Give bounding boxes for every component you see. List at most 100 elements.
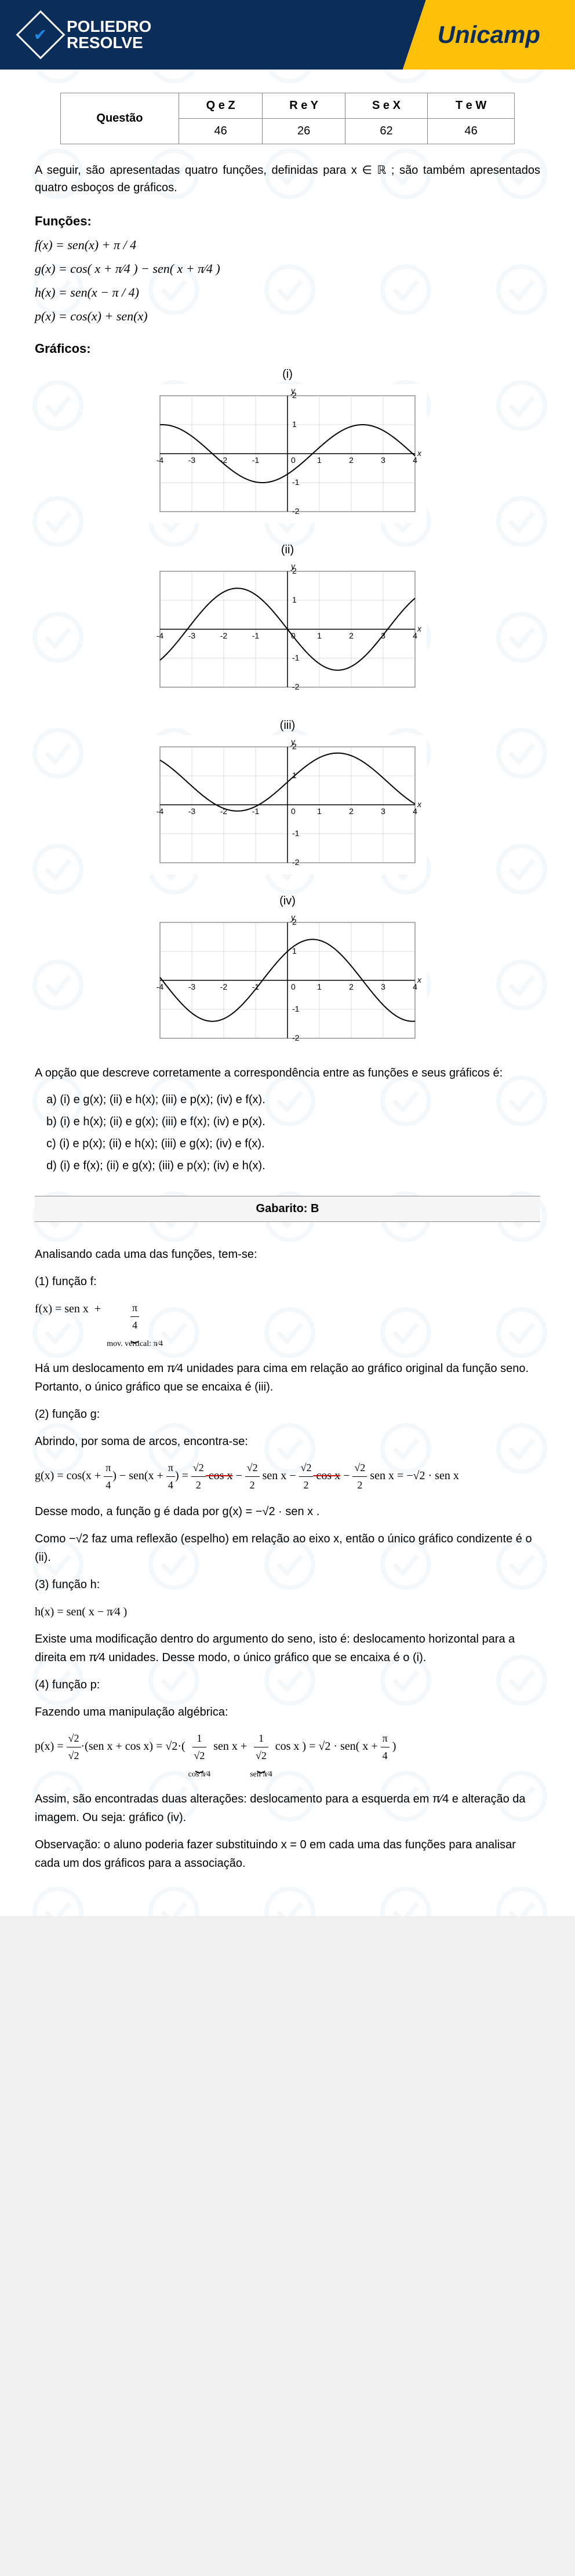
graph-label: (ii) [148, 543, 427, 557]
option-a-text: (i) e g(x); (ii) e h(x); (iii) e p(x); (… [60, 1093, 265, 1106]
svg-text:x: x [417, 800, 422, 809]
solution: Analisando cada uma das funções, tem-se:… [35, 1245, 540, 1873]
table-val: 46 [179, 119, 263, 144]
svg-text:-4: -4 [157, 631, 164, 640]
table-val: 62 [345, 119, 428, 144]
option-a: a) (i) e g(x); (ii) e h(x); (iii) e p(x)… [46, 1093, 540, 1107]
svg-text:x: x [417, 448, 422, 458]
s2-eq: g(x) = cos(x + π4) − sen(x + π4) = √22 c… [35, 1460, 540, 1494]
option-d: d) (i) e f(x); (ii) e g(x); (iii) e p(x)… [46, 1159, 540, 1173]
svg-text:4: 4 [413, 455, 417, 465]
stem-question: A opção que descreve corretamente a corr… [35, 1064, 540, 1082]
s4-head: (4) função p: [35, 1676, 540, 1694]
table-row-label: Questão [60, 93, 179, 144]
s1-head: (1) função f: [35, 1272, 540, 1291]
s4-pre: Fazendo uma manipulação algébrica: [35, 1703, 540, 1721]
svg-text:0: 0 [291, 982, 296, 991]
svg-text:-3: -3 [188, 455, 196, 465]
s2-head: (2) função g: [35, 1405, 540, 1424]
s2-pre: Abrindo, por soma de arcos, encontra-se: [35, 1432, 540, 1451]
svg-text:1: 1 [292, 419, 297, 429]
stem-intro: A seguir, são apresentadas quatro funçõe… [35, 162, 540, 196]
function-p: p(x) = cos(x) + sen(x) [35, 309, 540, 324]
svg-text:2: 2 [349, 631, 354, 640]
chart-svg: -4-3-2-11234-2-1120yx [148, 560, 427, 699]
s1-note: mov. vertical: π⁄4 [107, 1338, 163, 1351]
s3-head: (3) função h: [35, 1575, 540, 1594]
svg-text:-2: -2 [220, 631, 228, 640]
svg-text:-2: -2 [292, 1033, 300, 1042]
s4-eq: p(x) = √2√2·(sen x + cos x) = √2·( 1√2⏟c… [35, 1730, 540, 1781]
svg-text:1: 1 [317, 631, 322, 640]
table-col: S e X [345, 93, 428, 119]
s2-text1: Desse modo, a função g é dada por g(x) =… [35, 1502, 540, 1521]
s2-text2: Como −√2 faz uma reflexão (espelho) em r… [35, 1530, 540, 1567]
s4-note2: sen π⁄4 [250, 1768, 272, 1781]
question-number-table: Questão Q e Z R e Y S e X T e W 46 26 62… [60, 93, 515, 144]
functions-heading: Funções: [35, 214, 540, 229]
table-col: Q e Z [179, 93, 263, 119]
option-b-text: (i) e h(x); (ii) e g(x); (iii) e f(x); (… [60, 1115, 265, 1128]
svg-text:-2: -2 [292, 506, 300, 516]
table-col: R e Y [263, 93, 345, 119]
table-val: 26 [263, 119, 345, 144]
svg-text:-4: -4 [157, 982, 164, 991]
svg-text:y: y [290, 386, 296, 395]
logo-line1: POLIEDRO [67, 19, 151, 35]
graphs-heading: Gráficos: [35, 341, 540, 356]
svg-text:-1: -1 [252, 982, 260, 991]
svg-text:4: 4 [413, 807, 417, 816]
s1-text: Há um deslocamento em π⁄4 unidades para … [35, 1359, 540, 1396]
svg-text:1: 1 [317, 807, 322, 816]
option-d-text: (i) e f(x); (ii) e g(x); (iii) e p(x); (… [60, 1159, 265, 1172]
svg-text:0: 0 [291, 455, 296, 465]
logo-line2: RESOLVE [67, 35, 151, 51]
graphs-container: (i) -4 -3 -2 -1 1 2 3 4 -2 -1 1 2 0 y x (ii) -4 -3 -2 -1 1… [35, 368, 540, 1053]
chart-svg: -4-3-2-11234-2-1120yx [148, 384, 427, 523]
graph-label: (i) [148, 368, 427, 381]
svg-text:x: x [417, 624, 422, 633]
svg-text:-1: -1 [292, 829, 300, 838]
chart-svg: -4-3-2-11234-2-1120yx [148, 735, 427, 874]
option-c: c) (i) e p(x); (ii) e h(x); (iii) e g(x)… [46, 1137, 540, 1151]
graph-label: (iv) [148, 895, 427, 908]
function-f: f(x) = sen(x) + π / 4 [35, 238, 540, 253]
svg-text:3: 3 [381, 982, 385, 991]
svg-text:y: y [290, 561, 296, 571]
svg-text:4: 4 [413, 631, 417, 640]
option-b: b) (i) e h(x); (ii) e g(x); (iii) e f(x)… [46, 1115, 540, 1129]
svg-text:-1: -1 [292, 477, 300, 487]
table-col: T e W [427, 93, 515, 119]
page-header: ✔ POLIEDRO RESOLVE Unicamp [0, 0, 575, 70]
svg-text:0: 0 [291, 807, 296, 816]
svg-text:3: 3 [381, 455, 385, 465]
function-h: h(x) = sen(x − π / 4) [35, 285, 540, 300]
logo: ✔ POLIEDRO RESOLVE [0, 0, 151, 70]
header-event: Unicamp [403, 0, 575, 70]
svg-text:-3: -3 [188, 982, 196, 991]
svg-text:-1: -1 [252, 455, 260, 465]
svg-text:-1: -1 [292, 1004, 300, 1013]
svg-text:x: x [417, 975, 422, 984]
table-val: 46 [427, 119, 515, 144]
svg-text:-4: -4 [157, 807, 164, 816]
logo-badge-icon: ✔ [16, 10, 65, 60]
svg-text:-4: -4 [157, 455, 164, 465]
logo-text: POLIEDRO RESOLVE [67, 19, 151, 51]
answer-key: Gabarito: B [35, 1196, 540, 1222]
svg-text:y: y [290, 913, 296, 922]
svg-text:-1: -1 [292, 653, 300, 662]
graph-label: (iii) [148, 719, 427, 732]
s4-text: Assim, são encontradas duas alterações: … [35, 1790, 540, 1827]
option-c-text: (i) e p(x); (ii) e h(x); (iii) e g(x); (… [59, 1137, 264, 1150]
graph-iii: (iii) -4-3-2-11234-2-1120yx [148, 719, 427, 877]
graph-ii: (ii) -4-3-2-11234-2-1120yx [148, 543, 427, 702]
svg-text:-2: -2 [220, 982, 228, 991]
svg-text:1: 1 [317, 982, 322, 991]
svg-text:-1: -1 [252, 631, 260, 640]
svg-text:-3: -3 [188, 807, 196, 816]
svg-text:2: 2 [349, 982, 354, 991]
chart-svg: -4-3-2-11234-2-1120yx [148, 911, 427, 1050]
s4-note1: cos π⁄4 [188, 1768, 211, 1781]
s1-eq: f(x) = sen x + π4 ⏟ mov. vertical: π⁄4 [35, 1300, 540, 1351]
